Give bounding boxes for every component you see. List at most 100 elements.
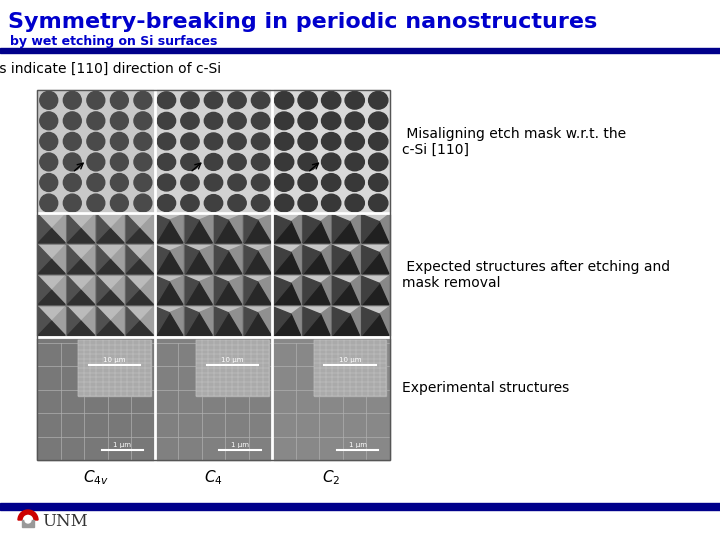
Polygon shape <box>215 282 242 305</box>
Polygon shape <box>379 276 389 305</box>
Polygon shape <box>169 276 183 305</box>
Polygon shape <box>303 245 320 274</box>
Polygon shape <box>333 307 359 314</box>
Polygon shape <box>127 214 140 243</box>
Polygon shape <box>156 307 183 313</box>
Polygon shape <box>379 214 389 243</box>
Polygon shape <box>244 313 271 335</box>
Polygon shape <box>111 307 124 335</box>
Circle shape <box>110 132 128 150</box>
Polygon shape <box>127 291 153 305</box>
Polygon shape <box>333 314 359 335</box>
Ellipse shape <box>369 112 388 130</box>
Polygon shape <box>333 245 350 274</box>
Polygon shape <box>185 220 212 243</box>
Polygon shape <box>303 276 330 284</box>
Ellipse shape <box>204 194 222 212</box>
Circle shape <box>87 194 105 212</box>
Ellipse shape <box>274 91 294 109</box>
Polygon shape <box>185 307 212 313</box>
Polygon shape <box>52 245 66 274</box>
Ellipse shape <box>298 132 318 150</box>
Polygon shape <box>68 245 81 274</box>
Polygon shape <box>291 276 300 305</box>
Polygon shape <box>97 245 124 260</box>
Ellipse shape <box>369 194 388 212</box>
Polygon shape <box>361 221 389 243</box>
Circle shape <box>134 132 152 150</box>
Polygon shape <box>361 245 379 274</box>
Circle shape <box>87 173 105 192</box>
Polygon shape <box>52 214 66 243</box>
Polygon shape <box>140 276 153 305</box>
Polygon shape <box>244 282 271 305</box>
Polygon shape <box>111 276 124 305</box>
Circle shape <box>134 173 152 192</box>
Ellipse shape <box>345 153 364 171</box>
Bar <box>272 213 390 336</box>
Text: 10 μm: 10 μm <box>104 357 126 363</box>
Polygon shape <box>274 253 300 274</box>
Polygon shape <box>199 214 212 243</box>
Polygon shape <box>38 214 66 229</box>
Polygon shape <box>215 245 228 274</box>
Wedge shape <box>18 510 38 520</box>
Ellipse shape <box>251 92 270 109</box>
Polygon shape <box>140 307 153 335</box>
Polygon shape <box>199 307 212 335</box>
Polygon shape <box>68 214 81 243</box>
Text: $C_{4v}$: $C_{4v}$ <box>83 469 109 487</box>
Bar <box>272 336 390 460</box>
Polygon shape <box>140 214 153 243</box>
Circle shape <box>63 112 81 130</box>
Polygon shape <box>97 276 124 291</box>
Polygon shape <box>97 321 124 335</box>
Polygon shape <box>361 284 389 305</box>
Polygon shape <box>68 214 94 229</box>
Text: by wet etching on Si surfaces: by wet etching on Si surfaces <box>10 35 217 48</box>
Polygon shape <box>274 214 300 221</box>
Polygon shape <box>185 282 212 305</box>
Polygon shape <box>274 221 300 243</box>
Bar <box>196 340 269 396</box>
Polygon shape <box>38 214 52 243</box>
Polygon shape <box>38 276 66 291</box>
Bar <box>37 336 155 460</box>
Polygon shape <box>97 260 124 274</box>
Polygon shape <box>274 245 291 274</box>
Polygon shape <box>303 307 330 314</box>
Ellipse shape <box>157 153 176 171</box>
Polygon shape <box>333 253 359 274</box>
Polygon shape <box>38 276 52 305</box>
Polygon shape <box>68 229 94 243</box>
Ellipse shape <box>181 133 199 150</box>
Polygon shape <box>244 214 271 220</box>
Polygon shape <box>38 321 66 335</box>
Polygon shape <box>258 245 271 274</box>
Bar <box>155 213 272 336</box>
Polygon shape <box>97 307 124 321</box>
Polygon shape <box>38 291 66 305</box>
Ellipse shape <box>322 132 341 150</box>
Polygon shape <box>127 229 153 243</box>
Bar <box>155 336 272 460</box>
Bar <box>37 213 155 336</box>
Ellipse shape <box>298 91 318 109</box>
Polygon shape <box>291 307 300 335</box>
Text: 1 μm: 1 μm <box>348 442 366 448</box>
Polygon shape <box>38 229 66 243</box>
Ellipse shape <box>345 112 364 130</box>
Bar <box>313 340 387 396</box>
Polygon shape <box>156 220 183 243</box>
Polygon shape <box>303 214 330 221</box>
Ellipse shape <box>204 174 222 191</box>
Ellipse shape <box>228 133 246 150</box>
Ellipse shape <box>181 174 199 191</box>
Polygon shape <box>185 245 212 251</box>
Polygon shape <box>185 251 212 274</box>
Polygon shape <box>361 276 389 284</box>
Ellipse shape <box>298 194 318 212</box>
Polygon shape <box>169 245 183 274</box>
Ellipse shape <box>274 194 294 212</box>
Ellipse shape <box>369 91 388 109</box>
